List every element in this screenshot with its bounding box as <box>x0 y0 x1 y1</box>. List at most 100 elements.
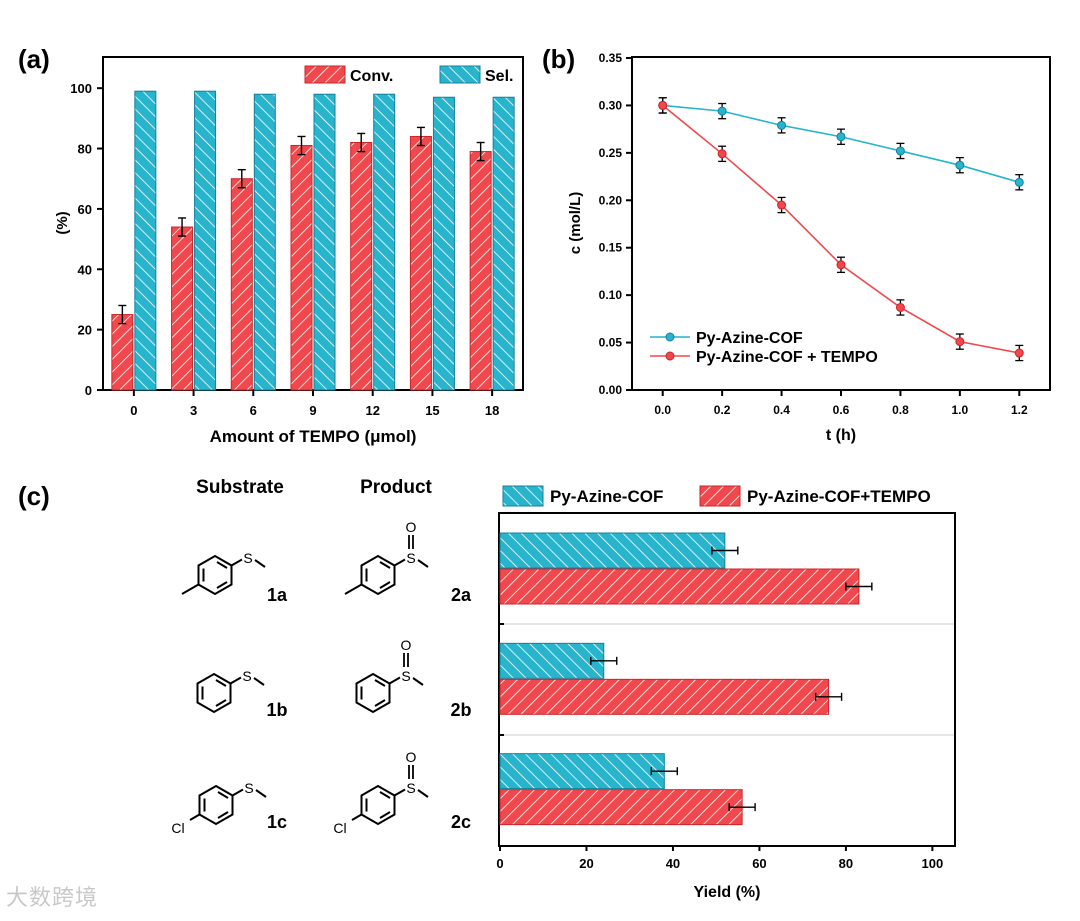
x-tick-label: 0.0 <box>654 403 671 417</box>
x-tick-label: 0 <box>130 403 137 418</box>
legend-label-cof: Py-Azine-COF <box>696 330 803 347</box>
data-point <box>955 160 965 170</box>
panel-a-x-ticks: 0 3 6 9 12 15 18 <box>130 390 499 418</box>
x-tick-label: 40 <box>666 856 680 871</box>
bar-cof-tempo <box>499 568 860 605</box>
panel-c-legend: Py-Azine-COF Py-Azine-COF+TEMPO <box>502 485 931 507</box>
structure-1a: S <box>181 550 266 596</box>
y-tick-label: 0.30 <box>599 98 623 112</box>
x-tick-label: 80 <box>839 856 853 871</box>
panel-a-xlabel: Amount of TEMPO (μmol) <box>210 427 417 446</box>
legend-label-sel: Sel. <box>485 68 513 85</box>
x-tick-label: 0.4 <box>773 403 790 417</box>
bar-sel <box>313 93 336 391</box>
panel-c-frame <box>498 512 956 847</box>
y-tick-label: 40 <box>78 262 92 277</box>
product-label: 2a <box>451 585 472 605</box>
panel-a-frame <box>102 56 524 391</box>
data-point <box>836 260 846 270</box>
atom-label: S <box>244 780 253 796</box>
panel-label-a: (a) <box>18 44 50 74</box>
product-label: 2b <box>450 700 471 720</box>
legend-swatch-cof <box>502 485 544 507</box>
legend-swatch-sel <box>439 65 481 84</box>
legend-label-conv: Conv. <box>350 68 393 85</box>
bar-sel <box>134 90 157 391</box>
x-tick-label: 6 <box>250 403 257 418</box>
x-tick-label: 3 <box>190 403 197 418</box>
bar-conv <box>171 226 194 391</box>
watermark: 大数跨境 <box>6 886 99 911</box>
data-point <box>895 146 905 156</box>
y-tick-label: 20 <box>78 323 92 338</box>
bar-sel <box>432 96 455 391</box>
panel-b: (b) 0.00 0.05 0.10 0.15 0.20 0.25 0.30 0.35 0.0… <box>542 44 1051 444</box>
bar-cof-tempo <box>499 678 830 715</box>
product-label: 2c <box>451 812 471 832</box>
legend-marker-cof-tempo <box>665 351 675 361</box>
data-point <box>955 337 965 347</box>
y-tick-label: 0.35 <box>599 51 623 65</box>
panel-a-y-ticks: 0 20 40 60 80 100 <box>70 81 103 398</box>
data-point <box>836 132 846 142</box>
panel-label-c: (c) <box>18 481 50 511</box>
bar-conv <box>409 135 432 391</box>
bar-sel <box>194 90 217 391</box>
atom-label: Cl <box>333 820 346 836</box>
bar-conv <box>111 314 134 391</box>
data-point <box>777 120 787 130</box>
atom-label: Cl <box>171 820 184 836</box>
structure-2b: S O <box>355 637 424 714</box>
atom-label: O <box>401 637 412 653</box>
panel-b-legend: Py-Azine-COF Py-Azine-COF + TEMPO <box>650 330 878 366</box>
structure-2a: S O <box>344 519 429 596</box>
bar-conv <box>290 145 313 391</box>
structure-1c: Cl S <box>171 780 267 836</box>
bar-sel <box>492 96 515 391</box>
y-tick-label: 0.10 <box>599 288 623 302</box>
data-point <box>717 106 727 116</box>
data-point <box>658 100 668 110</box>
structure-1b: S <box>196 668 265 714</box>
x-tick-label: 0.6 <box>833 403 850 417</box>
y-tick-label: 0 <box>85 383 92 398</box>
structure-2c: Cl S O <box>333 749 429 836</box>
legend-swatch-conv <box>304 65 346 84</box>
x-tick-label: 1.2 <box>1011 403 1028 417</box>
data-point <box>1014 348 1024 358</box>
atom-label: S <box>406 550 415 566</box>
atom-label: O <box>406 749 417 765</box>
bar-cof <box>499 753 665 790</box>
header-substrate: Substrate <box>196 477 284 498</box>
data-point <box>895 302 905 312</box>
panel-b-y-ticks: 0.00 0.05 0.10 0.15 0.20 0.25 0.30 0.35 <box>599 51 632 397</box>
panel-a: (a) 0 20 40 60 80 100 0 3 6 9 12 15 18 (%) Amount o… <box>18 44 524 446</box>
substrate-label: 1a <box>267 585 288 605</box>
panel-c-xlabel: Yield (%) <box>694 884 761 901</box>
x-tick-label: 20 <box>579 856 593 871</box>
atom-label: S <box>243 550 252 566</box>
panel-label-b: (b) <box>542 44 575 74</box>
atom-label: S <box>242 668 251 684</box>
atom-label: S <box>406 780 415 796</box>
panel-b-xlabel: t (h) <box>826 427 856 444</box>
x-tick-label: 9 <box>309 403 316 418</box>
x-tick-label: 100 <box>922 856 944 871</box>
header-product: Product <box>360 477 432 498</box>
substrate-label: 1b <box>266 700 287 720</box>
panel-b-ylabel: c (mol/L) <box>567 192 584 255</box>
data-point <box>1014 177 1024 187</box>
y-tick-label: 0.05 <box>599 336 623 350</box>
x-tick-label: 0.8 <box>892 403 909 417</box>
bar-conv <box>350 142 373 391</box>
bar-cof <box>499 642 605 679</box>
atom-label: O <box>406 519 417 535</box>
bar-sel <box>373 93 396 391</box>
x-tick-label: 15 <box>425 403 439 418</box>
x-tick-label: 1.0 <box>952 403 969 417</box>
panel-a-legend: Conv. Sel. <box>304 65 513 85</box>
y-tick-label: 0.15 <box>599 241 623 255</box>
panel-a-ylabel: (%) <box>54 211 71 234</box>
legend-marker-cof <box>665 332 675 342</box>
